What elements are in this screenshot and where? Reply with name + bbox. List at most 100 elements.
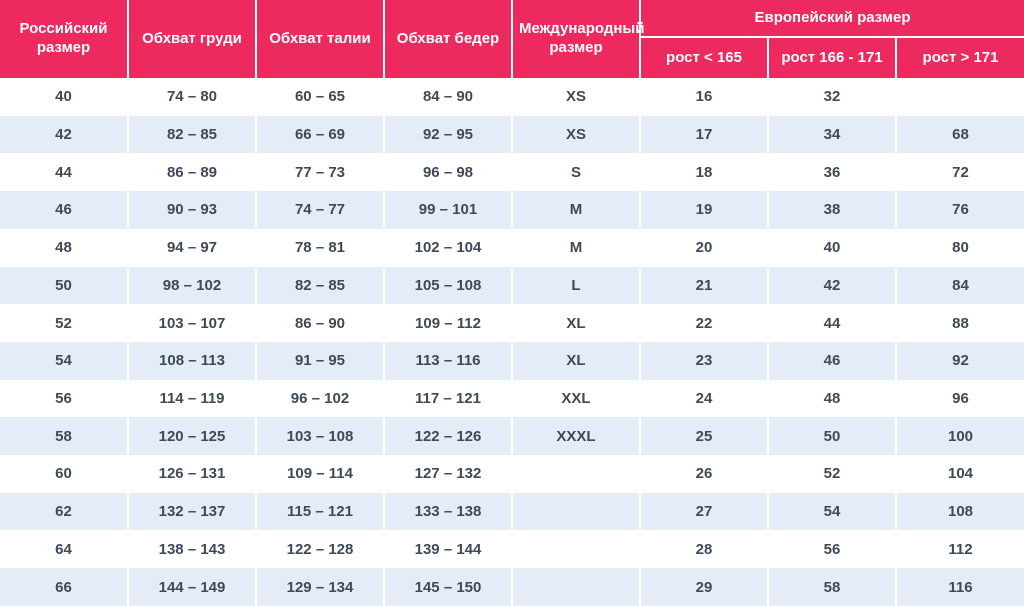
table-cell: 82 – 85 [256, 266, 385, 305]
table-cell: 42 [0, 115, 129, 154]
table-row: 44 86 – 89 77 – 73 96 – 98 S 18 36 72 [0, 153, 1024, 192]
table-cell: 16 [640, 78, 769, 116]
table-cell: 72 [896, 153, 1024, 192]
table-cell: 32 [768, 78, 897, 116]
table-cell: XXL [512, 379, 641, 418]
table-cell: 19 [640, 191, 769, 229]
table-cell: 99 – 101 [384, 191, 513, 229]
table-row: 52 103 – 107 86 – 90 109 – 112 XL 22 44 88 [0, 304, 1024, 342]
table-cell: 26 [640, 455, 769, 493]
table-header: Российский размер Обхват груди Обхват та… [0, 0, 1024, 78]
table-cell: 54 [768, 492, 897, 531]
header-international-size: Международный размер [512, 0, 644, 78]
table-cell: M [512, 191, 641, 229]
header-row-top: Российский размер Обхват груди Обхват та… [0, 0, 1024, 78]
table-cell: 74 – 77 [256, 191, 385, 229]
table-cell: 58 [0, 417, 129, 456]
table-cell: 44 [0, 153, 129, 192]
table-cell: 113 – 116 [384, 341, 513, 380]
header-chest: Обхват груди [128, 0, 257, 78]
table-cell: 34 [768, 115, 897, 154]
table-body: 40 74 – 80 60 – 65 84 – 90 XS 16 32 42 82 – 85 66… [0, 78, 1024, 606]
table-cell: 62 [0, 492, 129, 531]
table-cell: 96 [896, 379, 1024, 418]
table-cell: 28 [640, 530, 769, 569]
table-cell: 122 – 128 [256, 530, 385, 569]
table-cell: 24 [640, 379, 769, 418]
table-cell: 144 – 149 [128, 568, 257, 606]
table-cell: 132 – 137 [128, 492, 257, 531]
table-cell: 103 – 107 [128, 304, 257, 342]
table-cell: M [512, 228, 641, 267]
table-cell: 23 [640, 341, 769, 380]
table-cell [512, 492, 641, 531]
table-cell: 36 [768, 153, 897, 192]
table-cell: 17 [640, 115, 769, 154]
table-cell: XS [512, 115, 641, 154]
table-cell: 56 [768, 530, 897, 569]
table-row: 54 108 – 113 91 – 95 113 – 116 XL 23 46 92 [0, 341, 1024, 380]
table-cell [512, 568, 641, 606]
table-cell: 105 – 108 [384, 266, 513, 305]
table-cell: 96 – 98 [384, 153, 513, 192]
table-row: 58 120 – 125 103 – 108 122 – 126 XXXL 25 50 100 [0, 417, 1024, 456]
table-cell: 104 [896, 455, 1024, 493]
table-cell: 25 [640, 417, 769, 456]
table-cell: XL [512, 341, 641, 380]
table-cell: 56 [0, 379, 129, 418]
table-cell: 86 – 89 [128, 153, 257, 192]
table-cell: 100 [896, 417, 1024, 456]
table-cell: XL [512, 304, 641, 342]
table-row: 50 98 – 102 82 – 85 105 – 108 L 21 42 84 [0, 266, 1024, 305]
header-waist: Обхват талии [256, 0, 385, 78]
table-cell: 112 [896, 530, 1024, 569]
table-row: 64 138 – 143 122 – 128 139 – 144 28 56 112 [0, 530, 1024, 569]
table-cell: 103 – 108 [256, 417, 385, 456]
table-cell: 86 – 90 [256, 304, 385, 342]
table-cell: XS [512, 78, 641, 116]
table-cell: 46 [0, 191, 129, 229]
table-cell: 66 [0, 568, 129, 606]
table-cell: 88 [896, 304, 1024, 342]
header-hips: Обхват бедер [384, 0, 513, 78]
table-cell [512, 455, 641, 493]
table-cell: 84 [896, 266, 1024, 305]
table-row: 40 74 – 80 60 – 65 84 – 90 XS 16 32 [0, 78, 1024, 116]
table-cell: 60 [0, 455, 129, 493]
table-cell: 109 – 112 [384, 304, 513, 342]
table-cell: 115 – 121 [256, 492, 385, 531]
table-cell: 108 [896, 492, 1024, 531]
table-cell: 127 – 132 [384, 455, 513, 493]
header-height-gt-171: рост > 171 [896, 37, 1024, 78]
table-cell: 77 – 73 [256, 153, 385, 192]
table-cell: L [512, 266, 641, 305]
table-cell: 29 [640, 568, 769, 606]
table-cell: 98 – 102 [128, 266, 257, 305]
table-cell: 82 – 85 [128, 115, 257, 154]
table-cell [896, 78, 1024, 116]
table-cell: 40 [0, 78, 129, 116]
table-cell: 52 [0, 304, 129, 342]
table-cell: S [512, 153, 641, 192]
table-cell: 108 – 113 [128, 341, 257, 380]
table-cell: 92 [896, 341, 1024, 380]
table-cell: 38 [768, 191, 897, 229]
table-cell: 114 – 119 [128, 379, 257, 418]
table-cell: 46 [768, 341, 897, 380]
table-cell: 92 – 95 [384, 115, 513, 154]
table-cell: 117 – 121 [384, 379, 513, 418]
table-cell: 96 – 102 [256, 379, 385, 418]
header-height-lt-165: рост < 165 [640, 37, 769, 78]
table-cell: 18 [640, 153, 769, 192]
table-cell: 116 [896, 568, 1024, 606]
table-cell: 27 [640, 492, 769, 531]
header-european-size: Европейский размер [640, 0, 1024, 38]
table-cell: 64 [0, 530, 129, 569]
table-row: 66 144 – 149 129 – 134 145 – 150 29 58 116 [0, 568, 1024, 606]
table-cell: 22 [640, 304, 769, 342]
table-cell: 74 – 80 [128, 78, 257, 116]
table-cell: 42 [768, 266, 897, 305]
table-cell: 84 – 90 [384, 78, 513, 116]
table-cell: 129 – 134 [256, 568, 385, 606]
